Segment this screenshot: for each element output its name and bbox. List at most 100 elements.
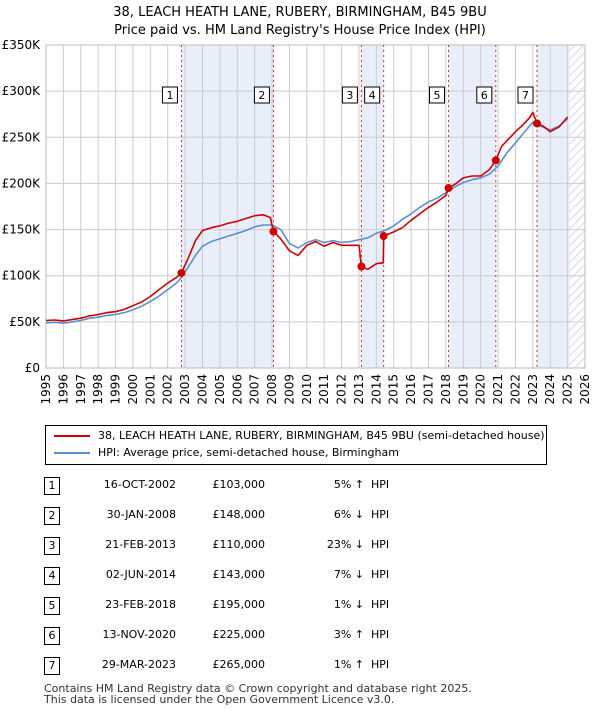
sale-date: 02-JUN-2014 xyxy=(105,568,176,581)
sale-price: £265,000 xyxy=(212,658,266,671)
sale-label-box xyxy=(364,86,381,104)
x-tick-label: 2002 xyxy=(161,374,175,405)
x-tick-label: 2001 xyxy=(143,374,157,405)
sale-number: 6 xyxy=(44,627,60,645)
sale-hpi: HPI xyxy=(371,628,390,641)
sale-point xyxy=(444,184,453,193)
y-tick-label: £300K xyxy=(2,84,42,98)
sale-label-box xyxy=(341,86,358,104)
sale-hpi: HPI xyxy=(371,658,390,671)
x-tick-label: 1999 xyxy=(109,374,123,405)
sale-price: £148,000 xyxy=(212,508,266,521)
legend-label-hpi: HPI: Average price, semi-detached house,… xyxy=(98,446,399,459)
sale-pct: 5% ↑ xyxy=(333,478,364,491)
table-row: 6 13-NOV-2020 £225,000 3% ↑ HPI xyxy=(0,620,600,650)
legend-swatch-hpi xyxy=(54,452,90,454)
x-tick-label: 2013 xyxy=(352,374,366,405)
sale-number: 1 xyxy=(44,477,60,495)
sale-pct: 6% ↓ xyxy=(333,508,364,521)
sale-date: 16-OCT-2002 xyxy=(103,478,176,491)
footer-line-2: This data is licensed under the Open Gov… xyxy=(44,693,395,706)
legend-label-property: 38, LEACH HEATH LANE, RUBERY, BIRMINGHAM… xyxy=(98,429,545,442)
sale-point xyxy=(379,232,388,241)
sale-number: 2 xyxy=(44,507,60,525)
sale-pct: 3% ↑ xyxy=(333,628,364,641)
footer-line-1: Contains HM Land Registry data © Crown c… xyxy=(44,682,472,695)
sale-point xyxy=(357,262,366,271)
y-tick-label: £200K xyxy=(2,176,42,190)
footer: Contains HM Land Registry data © Crown c… xyxy=(44,683,472,705)
table-row: 4 02-JUN-2014 £143,000 7% ↓ HPI xyxy=(0,560,600,590)
chart-title-line-2: Price paid vs. HM Land Registry's House … xyxy=(114,23,486,38)
sale-label: 6 xyxy=(481,89,488,102)
x-tick-label: 2017 xyxy=(422,374,436,405)
x-tick-label: 2018 xyxy=(439,374,453,405)
x-tick-label: 2000 xyxy=(126,374,140,405)
y-tick-label: £250K xyxy=(2,130,42,144)
sale-date: 21-FEB-2013 xyxy=(105,538,176,551)
sale-price: £225,000 xyxy=(212,628,266,641)
y-tick-label: £0 xyxy=(25,361,40,375)
x-tick-label: 1997 xyxy=(74,374,88,405)
sale-label: 7 xyxy=(522,89,529,102)
chart-legend: 38, LEACH HEATH LANE, RUBERY, BIRMINGHAM… xyxy=(45,425,547,465)
table-row: 7 29-MAR-2023 £265,000 1% ↑ HPI xyxy=(0,650,600,680)
y-tick-label: £150K xyxy=(2,223,42,237)
x-tick-label: 2011 xyxy=(317,374,331,405)
forecast-hatch xyxy=(569,45,585,368)
sale-point xyxy=(269,227,278,236)
sale-hpi: HPI xyxy=(371,508,390,521)
sale-point xyxy=(491,156,500,165)
price-chart: £0 £50K £100K £150K £200K £250K £300K £350K 1995… xyxy=(2,38,592,405)
sale-label: 4 xyxy=(369,89,376,102)
sale-date: 13-NOV-2020 xyxy=(102,628,176,641)
x-tick-label: 2010 xyxy=(300,374,314,405)
sale-pct: 1% ↓ xyxy=(333,598,364,611)
sale-label-box xyxy=(517,86,534,104)
sale-label: 2 xyxy=(258,89,265,102)
sale-hpi: HPI xyxy=(371,598,390,611)
sale-label-box xyxy=(429,86,446,104)
sale-label: 1 xyxy=(166,89,173,102)
y-tick-label: £350K xyxy=(2,38,42,52)
sale-hpi: HPI xyxy=(371,568,390,581)
x-tick-label: 2006 xyxy=(230,374,244,405)
sale-price: £110,000 xyxy=(212,538,266,551)
chart-title: 38, LEACH HEATH LANE, RUBERY, BIRMINGHAM… xyxy=(0,4,600,40)
plot-border xyxy=(45,44,586,369)
x-tick-label: 2019 xyxy=(456,374,470,405)
sale-hpi: HPI xyxy=(371,538,390,551)
sale-price: £103,000 xyxy=(212,478,266,491)
shaded-period xyxy=(537,45,570,368)
x-tick-label: 2008 xyxy=(265,374,279,405)
x-tick-label: 1998 xyxy=(91,374,105,405)
sale-price: £195,000 xyxy=(212,598,266,611)
table-row: 5 23-FEB-2018 £195,000 1% ↓ HPI xyxy=(0,590,600,620)
x-tick-label: 2025 xyxy=(561,374,575,405)
sale-point xyxy=(533,119,542,128)
x-tick-label: 2009 xyxy=(282,374,296,405)
sale-label-box xyxy=(253,86,270,104)
chart-title-line-1: 38, LEACH HEATH LANE, RUBERY, BIRMINGHAM… xyxy=(113,5,487,20)
sale-number: 3 xyxy=(44,537,60,555)
x-tick-label: 2021 xyxy=(491,374,505,405)
sale-point xyxy=(177,268,186,277)
sale-hpi: HPI xyxy=(371,478,390,491)
x-tick-label: 2026 xyxy=(578,374,592,405)
table-row: 2 30-JAN-2008 £148,000 6% ↓ HPI xyxy=(0,500,600,530)
sale-label-box xyxy=(161,86,178,104)
x-tick-label: 1996 xyxy=(56,374,70,405)
x-tick-label: 2016 xyxy=(404,374,418,405)
sale-pct: 23% ↓ xyxy=(326,538,364,551)
table-row: 1 16-OCT-2002 £103,000 5% ↑ HPI xyxy=(0,470,600,500)
x-tick-label: 2004 xyxy=(195,374,209,405)
y-tick-label: £50K xyxy=(9,315,41,329)
x-tick-label: 1995 xyxy=(39,374,53,405)
sale-pct: 1% ↑ xyxy=(333,658,364,671)
x-tick-label: 2003 xyxy=(178,374,192,405)
x-tick-label: 2007 xyxy=(248,374,262,405)
sale-label-box xyxy=(476,86,493,104)
sale-date: 29-MAR-2023 xyxy=(101,658,176,671)
sale-date: 30-JAN-2008 xyxy=(106,508,176,521)
x-tick-label: 2023 xyxy=(526,374,540,405)
